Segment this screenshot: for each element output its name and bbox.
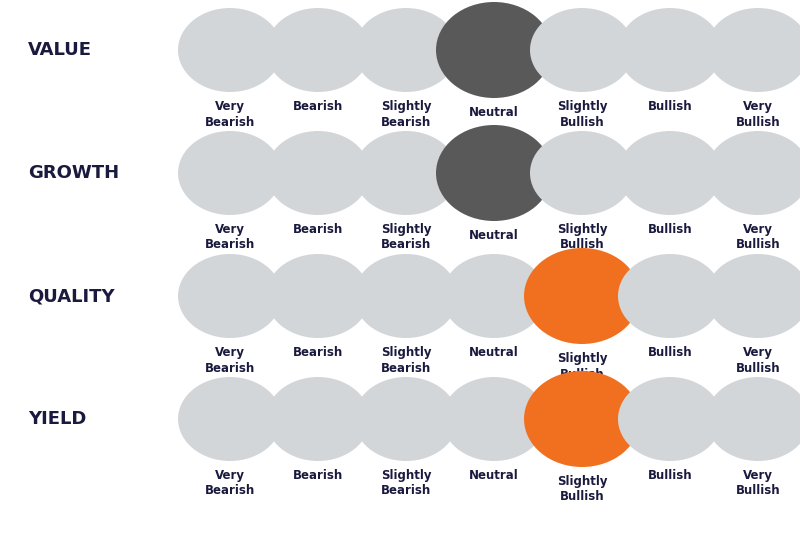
Text: Very
Bearish: Very Bearish <box>205 223 255 251</box>
Text: Slightly
Bearish: Slightly Bearish <box>381 223 431 251</box>
Text: VALUE: VALUE <box>28 41 92 59</box>
Text: Neutral: Neutral <box>469 469 519 482</box>
Text: Neutral: Neutral <box>469 346 519 359</box>
Text: Bullish: Bullish <box>648 346 692 359</box>
Text: Bullish: Bullish <box>648 100 692 113</box>
Text: Slightly
Bearish: Slightly Bearish <box>381 469 431 498</box>
Ellipse shape <box>524 371 640 467</box>
Text: Neutral: Neutral <box>469 229 519 242</box>
Text: Very
Bearish: Very Bearish <box>205 346 255 374</box>
Ellipse shape <box>524 248 640 344</box>
Ellipse shape <box>266 131 370 215</box>
Text: Neutral: Neutral <box>469 106 519 119</box>
Text: Bearish: Bearish <box>293 223 343 236</box>
Text: Very
Bullish: Very Bullish <box>736 223 780 251</box>
Ellipse shape <box>354 131 458 215</box>
Ellipse shape <box>442 377 546 461</box>
Text: Bearish: Bearish <box>293 346 343 359</box>
Text: Slightly
Bullish: Slightly Bullish <box>557 352 607 380</box>
Ellipse shape <box>442 254 546 338</box>
Ellipse shape <box>706 8 800 92</box>
Text: Very
Bullish: Very Bullish <box>736 469 780 498</box>
Text: Very
Bullish: Very Bullish <box>736 346 780 374</box>
Ellipse shape <box>266 377 370 461</box>
Ellipse shape <box>178 131 282 215</box>
Ellipse shape <box>530 131 634 215</box>
Ellipse shape <box>266 254 370 338</box>
Ellipse shape <box>618 131 722 215</box>
Text: Slightly
Bullish: Slightly Bullish <box>557 475 607 503</box>
Text: Bullish: Bullish <box>648 223 692 236</box>
Ellipse shape <box>530 8 634 92</box>
Ellipse shape <box>354 8 458 92</box>
Text: Slightly
Bearish: Slightly Bearish <box>381 346 431 374</box>
Text: Bearish: Bearish <box>293 100 343 113</box>
Ellipse shape <box>354 254 458 338</box>
Text: YIELD: YIELD <box>28 410 86 428</box>
Ellipse shape <box>354 377 458 461</box>
Text: Very
Bearish: Very Bearish <box>205 100 255 128</box>
Ellipse shape <box>266 8 370 92</box>
Text: Slightly
Bullish: Slightly Bullish <box>557 100 607 128</box>
Text: GROWTH: GROWTH <box>28 164 119 182</box>
Ellipse shape <box>618 8 722 92</box>
Ellipse shape <box>178 377 282 461</box>
Ellipse shape <box>618 254 722 338</box>
Text: Slightly
Bearish: Slightly Bearish <box>381 100 431 128</box>
Ellipse shape <box>436 2 552 98</box>
Ellipse shape <box>178 8 282 92</box>
Ellipse shape <box>436 125 552 221</box>
Text: Very
Bullish: Very Bullish <box>736 100 780 128</box>
Text: Slightly
Bullish: Slightly Bullish <box>557 223 607 251</box>
Ellipse shape <box>706 254 800 338</box>
Text: Bullish: Bullish <box>648 469 692 482</box>
Ellipse shape <box>706 131 800 215</box>
Ellipse shape <box>618 377 722 461</box>
Text: QUALITY: QUALITY <box>28 287 114 305</box>
Ellipse shape <box>178 254 282 338</box>
Text: Bearish: Bearish <box>293 469 343 482</box>
Text: Very
Bearish: Very Bearish <box>205 469 255 498</box>
Ellipse shape <box>706 377 800 461</box>
